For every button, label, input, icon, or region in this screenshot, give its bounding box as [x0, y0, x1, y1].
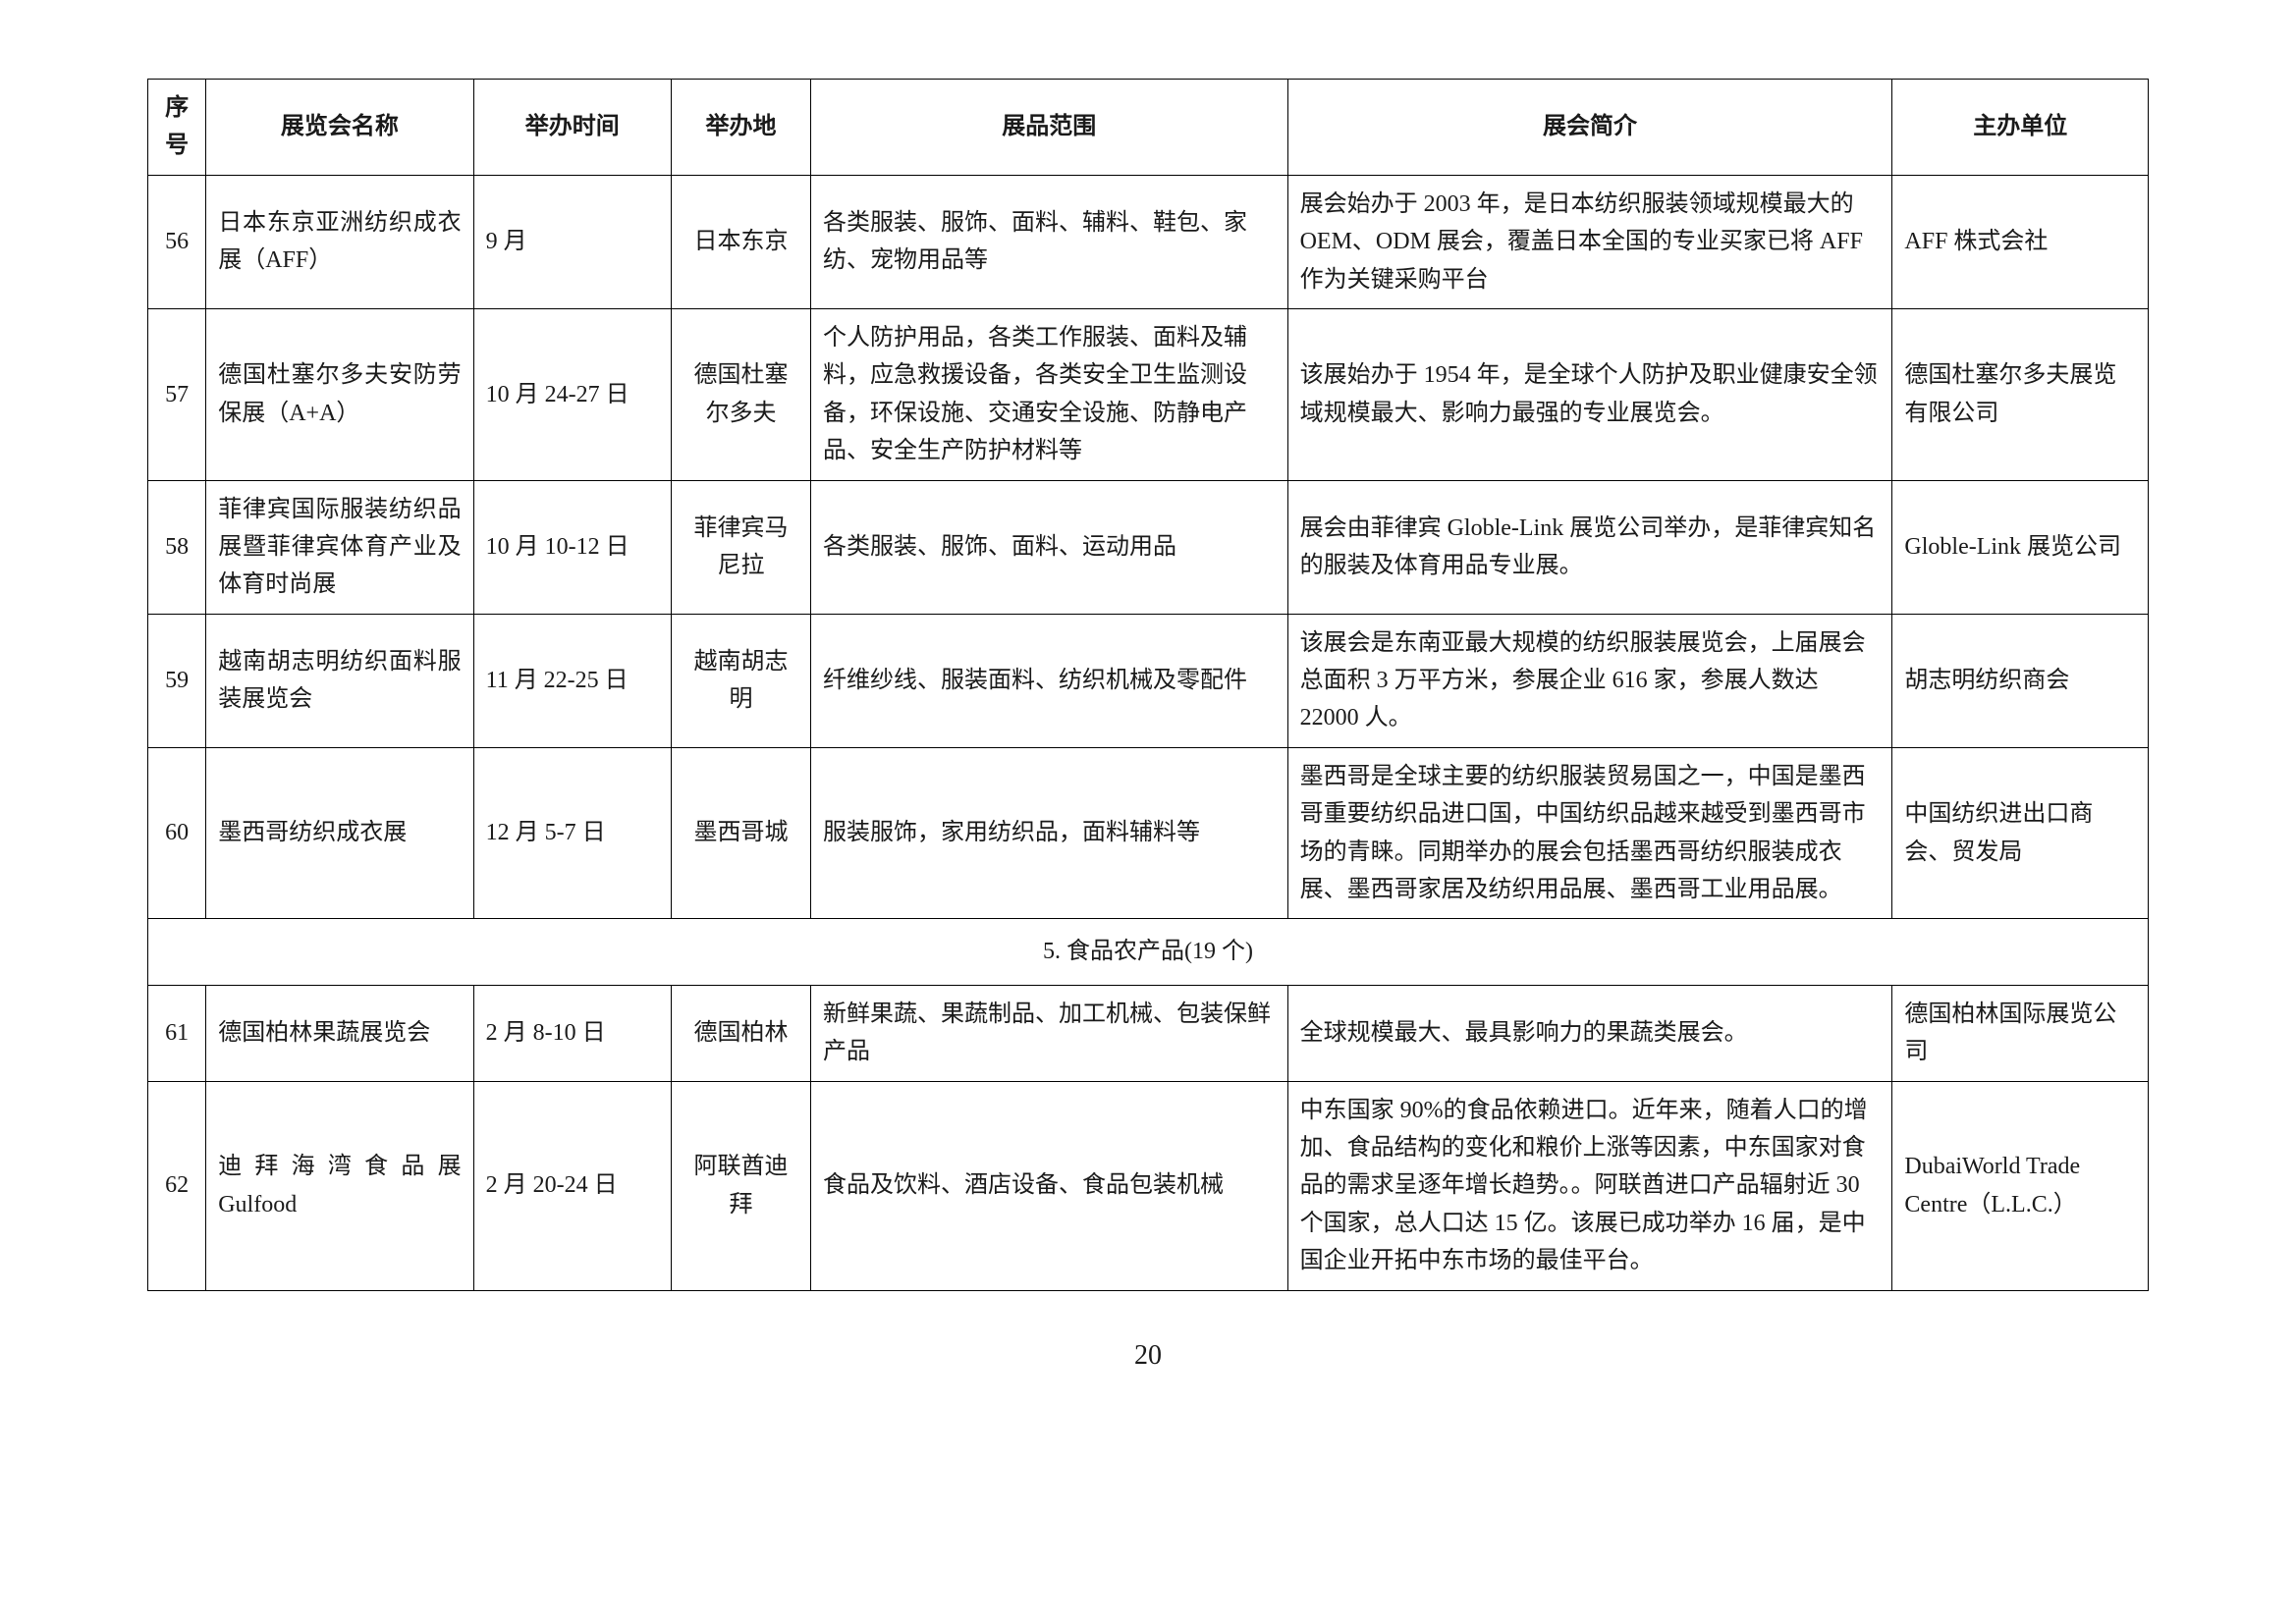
cell-name: 迪 拜 海 湾 食 品 展Gulfood	[206, 1081, 473, 1290]
cell-intro: 中东国家 90%的食品依赖进口。近年来，随着人口的增加、食品结构的变化和粮价上涨…	[1287, 1081, 1892, 1290]
cell-intro: 该展会是东南亚最大规模的纺织服装展览会，上届展会总面积 3 万平方米，参展企业 …	[1287, 614, 1892, 747]
header-intro: 展会简介	[1287, 80, 1892, 176]
cell-loc: 日本东京	[671, 175, 810, 308]
cell-scope: 新鲜果蔬、果蔬制品、加工机械、包装保鲜产品	[811, 985, 1288, 1081]
cell-intro: 墨西哥是全球主要的纺织服装贸易国之一，中国是墨西哥重要纺织品进口国，中国纺织品越…	[1287, 747, 1892, 919]
cell-org: 中国纺织进出口商会、贸发局	[1892, 747, 2149, 919]
cell-scope: 食品及饮料、酒店设备、食品包装机械	[811, 1081, 1288, 1290]
cell-seq: 59	[148, 614, 206, 747]
cell-time: 2 月 8-10 日	[473, 985, 671, 1081]
cell-scope: 纤维纱线、服装面料、纺织机械及零配件	[811, 614, 1288, 747]
table-row: 62迪 拜 海 湾 食 品 展Gulfood2 月 20-24 日阿联酋迪拜食品…	[148, 1081, 2149, 1290]
table-row: 60墨西哥纺织成衣展12 月 5-7 日墨西哥城服装服饰，家用纺织品，面料辅料等…	[148, 747, 2149, 919]
cell-name: 菲律宾国际服装纺织品展暨菲律宾体育产业及体育时尚展	[206, 480, 473, 614]
cell-scope: 各类服装、服饰、面料、运动用品	[811, 480, 1288, 614]
section-header-row: 5. 食品农产品(19 个)	[148, 919, 2149, 985]
cell-time: 11 月 22-25 日	[473, 614, 671, 747]
header-loc: 举办地	[671, 80, 810, 176]
cell-loc: 阿联酋迪拜	[671, 1081, 810, 1290]
cell-loc: 德国杜塞尔多夫	[671, 308, 810, 480]
page-number: 20	[147, 1340, 2149, 1372]
cell-org: AFF 株式会社	[1892, 175, 2149, 308]
header-name: 展览会名称	[206, 80, 473, 176]
cell-seq: 58	[148, 480, 206, 614]
cell-intro: 展会由菲律宾 Globle-Link 展览公司举办，是菲律宾知名的服装及体育用品…	[1287, 480, 1892, 614]
header-org: 主办单位	[1892, 80, 2149, 176]
table-row: 56日本东京亚洲纺织成衣展（AFF）9 月日本东京各类服装、服饰、面料、辅料、鞋…	[148, 175, 2149, 308]
cell-seq: 57	[148, 308, 206, 480]
section-title: 5. 食品农产品(19 个)	[148, 919, 2149, 985]
cell-name: 日本东京亚洲纺织成衣展（AFF）	[206, 175, 473, 308]
cell-scope: 服装服饰，家用纺织品，面料辅料等	[811, 747, 1288, 919]
cell-loc: 越南胡志明	[671, 614, 810, 747]
cell-intro: 该展始办于 1954 年，是全球个人防护及职业健康安全领域规模最大、影响力最强的…	[1287, 308, 1892, 480]
cell-name: 墨西哥纺织成衣展	[206, 747, 473, 919]
cell-name: 德国杜塞尔多夫安防劳保展（A+A）	[206, 308, 473, 480]
cell-seq: 62	[148, 1081, 206, 1290]
cell-time: 10 月 10-12 日	[473, 480, 671, 614]
cell-time: 10 月 24-27 日	[473, 308, 671, 480]
cell-seq: 60	[148, 747, 206, 919]
header-seq: 序号	[148, 80, 206, 176]
cell-loc: 德国柏林	[671, 985, 810, 1081]
cell-loc: 菲律宾马尼拉	[671, 480, 810, 614]
cell-seq: 61	[148, 985, 206, 1081]
cell-seq: 56	[148, 175, 206, 308]
table-row: 59越南胡志明纺织面料服装展览会11 月 22-25 日越南胡志明纤维纱线、服装…	[148, 614, 2149, 747]
table-body: 56日本东京亚洲纺织成衣展（AFF）9 月日本东京各类服装、服饰、面料、辅料、鞋…	[148, 175, 2149, 1290]
header-scope: 展品范围	[811, 80, 1288, 176]
cell-intro: 展会始办于 2003 年，是日本纺织服装领域规模最大的 OEM、ODM 展会，覆…	[1287, 175, 1892, 308]
cell-org: 德国柏林国际展览公司	[1892, 985, 2149, 1081]
table-row: 58菲律宾国际服装纺织品展暨菲律宾体育产业及体育时尚展10 月 10-12 日菲…	[148, 480, 2149, 614]
cell-time: 2 月 20-24 日	[473, 1081, 671, 1290]
cell-org: Globle-Link 展览公司	[1892, 480, 2149, 614]
cell-intro: 全球规模最大、最具影响力的果蔬类展会。	[1287, 985, 1892, 1081]
cell-time: 9 月	[473, 175, 671, 308]
cell-time: 12 月 5-7 日	[473, 747, 671, 919]
header-time: 举办时间	[473, 80, 671, 176]
cell-org: 德国杜塞尔多夫展览有限公司	[1892, 308, 2149, 480]
cell-scope: 各类服装、服饰、面料、辅料、鞋包、家纺、宠物用品等	[811, 175, 1288, 308]
cell-org: DubaiWorld Trade Centre（L.L.C.）	[1892, 1081, 2149, 1290]
exhibition-table: 序号 展览会名称 举办时间 举办地 展品范围 展会简介 主办单位 56日本东京亚…	[147, 79, 2149, 1291]
cell-org: 胡志明纺织商会	[1892, 614, 2149, 747]
cell-name: 德国柏林果蔬展览会	[206, 985, 473, 1081]
cell-loc: 墨西哥城	[671, 747, 810, 919]
table-header-row: 序号 展览会名称 举办时间 举办地 展品范围 展会简介 主办单位	[148, 80, 2149, 176]
cell-scope: 个人防护用品，各类工作服装、面料及辅料，应急救援设备，各类安全卫生监测设备，环保…	[811, 308, 1288, 480]
table-row: 61德国柏林果蔬展览会2 月 8-10 日德国柏林新鲜果蔬、果蔬制品、加工机械、…	[148, 985, 2149, 1081]
cell-name: 越南胡志明纺织面料服装展览会	[206, 614, 473, 747]
table-row: 57德国杜塞尔多夫安防劳保展（A+A）10 月 24-27 日德国杜塞尔多夫个人…	[148, 308, 2149, 480]
